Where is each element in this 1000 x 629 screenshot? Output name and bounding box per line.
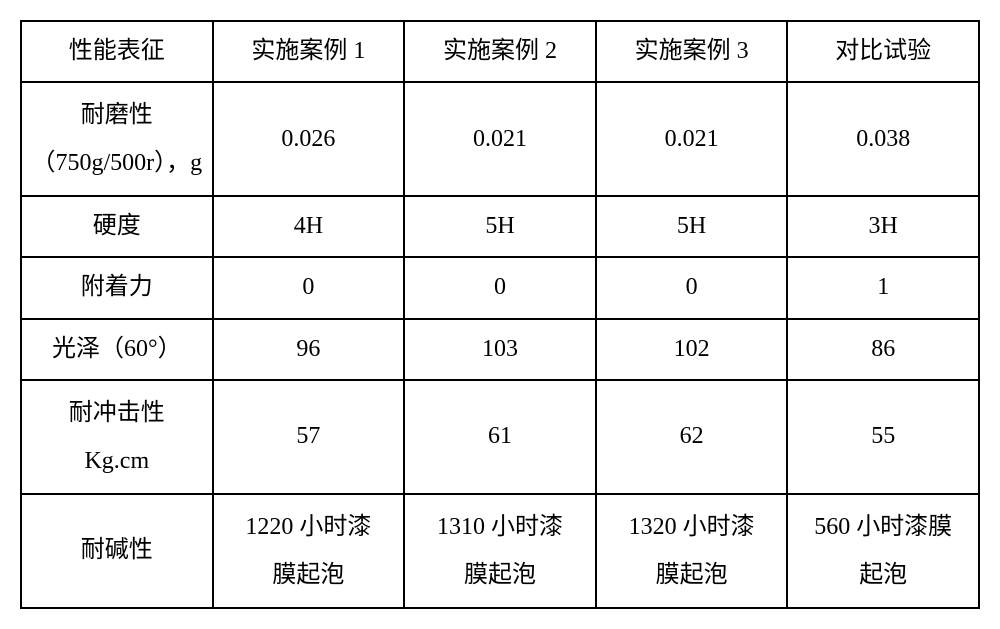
cell-line1: 耐磨性 (26, 91, 208, 139)
cell-value: 0 (596, 257, 788, 318)
cell-value: 62 (596, 380, 788, 494)
cell-line1: 560 小时漆膜 (792, 503, 974, 551)
table-container: 性能表征 实施案例 1 实施案例 2 实施案例 3 对比试验 耐磨性 （750g… (20, 20, 980, 609)
cell-value: 103 (404, 319, 596, 380)
cell-value: 0.021 (404, 82, 596, 196)
cell-property-gloss: 光泽（60°） (21, 319, 213, 380)
table-row: 硬度 4H 5H 5H 3H (21, 196, 979, 257)
cell-value: 0.021 (596, 82, 788, 196)
table-row: 附着力 0 0 0 1 (21, 257, 979, 318)
table-header-row: 性能表征 实施案例 1 实施案例 2 实施案例 3 对比试验 (21, 21, 979, 82)
cell-line2: 起泡 (792, 551, 974, 599)
table-row: 耐冲击性 Kg.cm 57 61 62 55 (21, 380, 979, 494)
cell-value: 3H (787, 196, 979, 257)
cell-value: 0.026 (213, 82, 405, 196)
cell-value: 0 (213, 257, 405, 318)
cell-line2: 膜起泡 (601, 551, 783, 599)
cell-value: 55 (787, 380, 979, 494)
cell-value-multiline: 560 小时漆膜 起泡 (787, 494, 979, 608)
cell-property-impact: 耐冲击性 Kg.cm (21, 380, 213, 494)
cell-property-adhesion: 附着力 (21, 257, 213, 318)
header-case2: 实施案例 2 (404, 21, 596, 82)
cell-value-multiline: 1320 小时漆 膜起泡 (596, 494, 788, 608)
header-case3: 实施案例 3 (596, 21, 788, 82)
cell-value: 86 (787, 319, 979, 380)
cell-value: 102 (596, 319, 788, 380)
cell-value: 1 (787, 257, 979, 318)
cell-line2: （750g/500r），g (26, 139, 208, 187)
cell-line1: 耐冲击性 (26, 389, 208, 437)
cell-property-abrasion: 耐磨性 （750g/500r），g (21, 82, 213, 196)
cell-value-multiline: 1220 小时漆 膜起泡 (213, 494, 405, 608)
header-control: 对比试验 (787, 21, 979, 82)
cell-property-alkali: 耐碱性 (21, 494, 213, 608)
cell-value: 5H (596, 196, 788, 257)
cell-line2: 膜起泡 (218, 551, 400, 599)
cell-property-hardness: 硬度 (21, 196, 213, 257)
performance-table: 性能表征 实施案例 1 实施案例 2 实施案例 3 对比试验 耐磨性 （750g… (20, 20, 980, 609)
header-property: 性能表征 (21, 21, 213, 82)
table-row: 耐碱性 1220 小时漆 膜起泡 1310 小时漆 膜起泡 1320 小时漆 膜… (21, 494, 979, 608)
cell-value: 57 (213, 380, 405, 494)
cell-value: 96 (213, 319, 405, 380)
table-row: 耐磨性 （750g/500r），g 0.026 0.021 0.021 0.03… (21, 82, 979, 196)
cell-value-multiline: 1310 小时漆 膜起泡 (404, 494, 596, 608)
cell-value: 61 (404, 380, 596, 494)
cell-line2: Kg.cm (26, 437, 208, 485)
cell-value: 0.038 (787, 82, 979, 196)
cell-value: 4H (213, 196, 405, 257)
table-row: 光泽（60°） 96 103 102 86 (21, 319, 979, 380)
cell-line2: 膜起泡 (409, 551, 591, 599)
cell-value: 0 (404, 257, 596, 318)
cell-line1: 1320 小时漆 (601, 503, 783, 551)
cell-line1: 1220 小时漆 (218, 503, 400, 551)
header-case1: 实施案例 1 (213, 21, 405, 82)
cell-line1: 1310 小时漆 (409, 503, 591, 551)
cell-value: 5H (404, 196, 596, 257)
